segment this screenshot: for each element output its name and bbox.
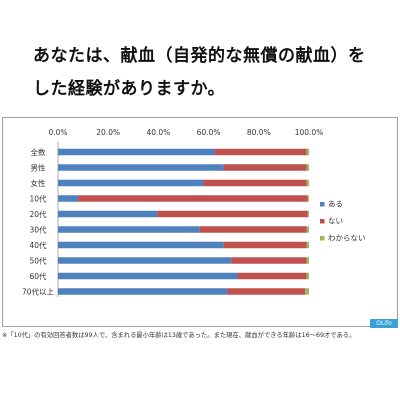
bar-segment-nai xyxy=(227,288,306,295)
category-label: 全数 xyxy=(31,147,46,157)
bar-segment-nai xyxy=(203,179,307,187)
brand-logo: OLifo xyxy=(370,319,398,328)
x-tick-label: 100.0% xyxy=(295,128,324,137)
x-tick-label: 60.0% xyxy=(197,128,221,137)
bar-segment-nai xyxy=(78,195,308,202)
legend-label-nai: ない xyxy=(328,217,343,226)
legend-label-wakaranai: わからない xyxy=(328,234,366,243)
category-label: 30代 xyxy=(29,225,47,235)
bar-segment-aru xyxy=(58,164,224,171)
bar-segment-wakaranai xyxy=(306,241,309,249)
category-label: 20代 xyxy=(29,209,47,219)
bar-segment-wakaranai xyxy=(306,164,309,171)
question-title-line1: あなたは、献血（自発的な無償の献血）を xyxy=(33,46,366,66)
bar-segment-nai xyxy=(223,164,307,171)
bar-segment-wakaranai xyxy=(307,195,309,202)
bar-segment-aru xyxy=(58,148,215,156)
x-tick-label: 0.0% xyxy=(48,128,67,137)
bar-segment-wakaranai xyxy=(305,288,309,295)
category-label: 60代 xyxy=(29,271,47,281)
bar-segment-nai xyxy=(199,226,307,233)
bar-segment-nai xyxy=(214,148,307,156)
bar-segment-wakaranai xyxy=(306,272,309,280)
bar-segment-wakaranai xyxy=(307,210,309,218)
bar-segment-aru xyxy=(58,210,158,218)
legend-swatch-nai xyxy=(320,219,325,224)
bar-segment-aru xyxy=(58,226,200,233)
bar-segment-wakaranai xyxy=(306,226,309,233)
footnote: ※「10代」の有効回答者数は99人で、含まれる最小年齢は13歳であった。また現在… xyxy=(2,332,356,339)
category-label: 50代 xyxy=(29,256,47,266)
bar-segment-aru xyxy=(58,179,204,187)
category-label: 男性 xyxy=(31,163,46,173)
bar-segment-aru xyxy=(58,241,224,249)
bar-segment-nai xyxy=(231,257,307,264)
category-label: 40代 xyxy=(29,240,47,250)
question-title-line2: した経験がありますか。 xyxy=(33,79,226,99)
bar-segment-wakaranai xyxy=(306,148,309,156)
bar-segment-aru xyxy=(58,195,79,202)
x-tick-label: 40.0% xyxy=(146,128,170,137)
category-label: 10代 xyxy=(29,194,47,204)
question-title: あなたは、献血（自発的な無償の献血）を した経験がありますか。 xyxy=(33,40,383,106)
category-label: 70代以上 xyxy=(22,287,55,297)
legend-swatch-aru xyxy=(320,202,325,207)
x-tick-label: 80.0% xyxy=(247,128,271,137)
legend-swatch-wakaranai xyxy=(320,236,325,241)
bar-segment-nai xyxy=(237,272,307,280)
bar-segment-aru xyxy=(58,288,228,295)
bar-segment-aru xyxy=(58,257,232,264)
bar-segment-wakaranai xyxy=(306,257,309,264)
x-tick-label: 20.0% xyxy=(96,128,120,137)
bar-segment-nai xyxy=(223,241,307,249)
bar-segment-aru xyxy=(58,272,238,280)
bar-segment-nai xyxy=(157,210,308,218)
legend-label-aru: ある xyxy=(328,200,343,209)
bar-segment-wakaranai xyxy=(306,179,309,187)
category-label: 女性 xyxy=(31,178,46,188)
